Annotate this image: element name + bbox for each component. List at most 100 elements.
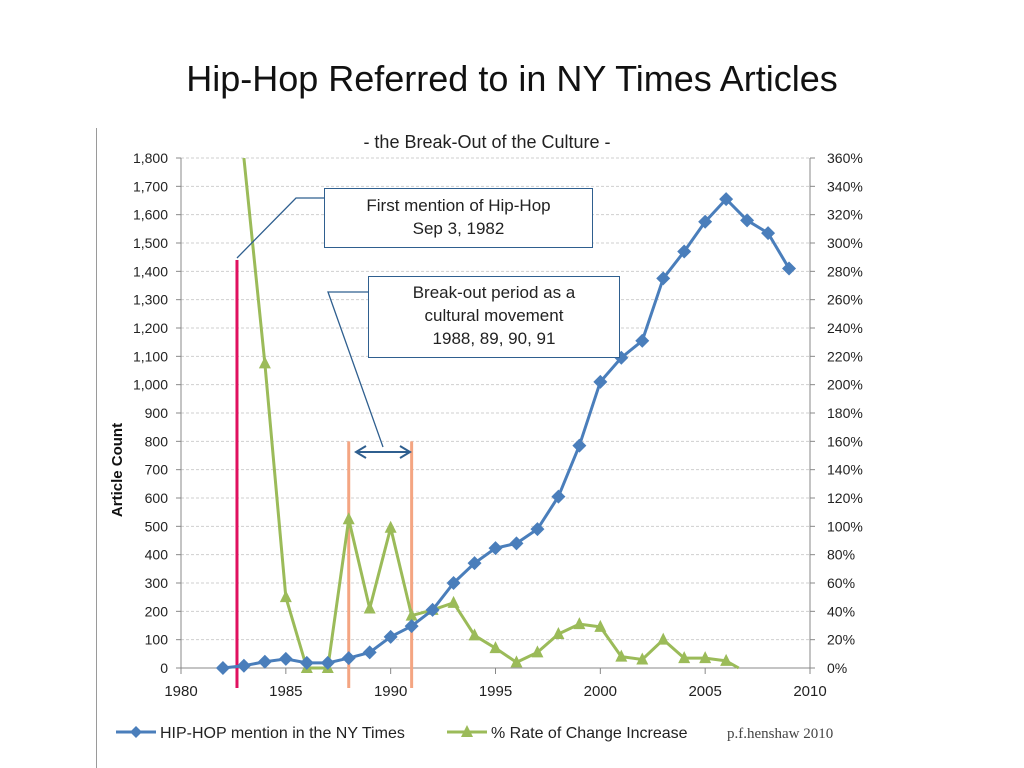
y2-tick-label: 100% <box>827 518 863 534</box>
chart-title: - the Break-Out of the Culture - <box>363 132 610 152</box>
y-tick-label: 800 <box>145 433 169 449</box>
mentions-point <box>383 629 398 644</box>
y-tick-label: 1,500 <box>133 235 168 251</box>
y2-tick-label: 40% <box>827 603 855 619</box>
rate-point <box>573 617 586 630</box>
y-tick-label: 200 <box>145 603 169 619</box>
rate-point <box>510 655 523 668</box>
first-mention-leader <box>236 197 326 259</box>
rate-point <box>363 601 376 614</box>
y-tick-label: 1,100 <box>133 348 168 364</box>
mentions-point <box>530 522 545 537</box>
annotation-line: cultural movement <box>424 306 564 325</box>
mentions-point <box>698 214 713 229</box>
y-tick-label: 1,600 <box>133 207 168 223</box>
rate-point <box>405 608 418 621</box>
mentions-point <box>425 602 440 617</box>
legend-green-label: % Rate of Change Increase <box>491 725 688 742</box>
rate-point <box>699 651 712 664</box>
y2-tick-label: 260% <box>827 292 863 308</box>
annotation-line: Sep 3, 1982 <box>412 219 505 238</box>
mentions-point <box>215 661 230 675</box>
y-axis-label: Article Count <box>109 423 126 517</box>
y-tick-label: 1,800 <box>133 150 168 166</box>
mentions-point <box>278 651 293 666</box>
rate-point <box>678 651 691 664</box>
y-tick-label: 1,700 <box>133 178 168 194</box>
y-tick-label: 500 <box>145 518 169 534</box>
rate-point <box>468 628 481 641</box>
rate-point <box>258 356 271 369</box>
rate-point <box>657 632 670 645</box>
y2-tick-label: 120% <box>827 490 863 506</box>
mentions-point <box>467 556 482 571</box>
slide-title: Hip-Hop Referred to in NY Times Articles <box>186 58 838 99</box>
y2-tick-label: 200% <box>827 377 863 393</box>
annotation-first-mention: First mention of Hip-Hop Sep 3, 1982 <box>324 188 593 248</box>
x-tick-label: 2005 <box>688 683 721 700</box>
mentions-point <box>740 213 755 228</box>
y-tick-label: 1,300 <box>133 292 168 308</box>
y-tick-label: 1,200 <box>133 320 168 336</box>
rate-point <box>531 645 544 658</box>
y-tick-label: 1,400 <box>133 263 168 279</box>
mentions-point <box>320 655 335 670</box>
annotation-line: Break-out period as a <box>412 283 576 302</box>
y2-tick-label: 320% <box>827 207 863 223</box>
mentions-line <box>222 197 791 670</box>
rate-point <box>384 520 397 533</box>
mentions-point <box>656 271 671 286</box>
x-tick-label: 1985 <box>269 683 302 700</box>
rate-point <box>720 653 733 666</box>
legend-blue-label: HIP-HOP mention in the NY Times <box>160 725 405 742</box>
mentions-point <box>782 261 797 276</box>
legend: HIP-HOP mention in the NY Times % Rate o… <box>116 725 688 742</box>
annotation-line: First mention of Hip-Hop <box>366 196 551 215</box>
axes: 0 100 200 300 400 500 600 700 800 900 1,000 1,100 1,… <box>133 150 863 700</box>
rate-point <box>279 590 292 603</box>
y-tick-label: 600 <box>145 490 169 506</box>
breakout-leader <box>327 291 384 448</box>
slide-divider <box>96 128 97 768</box>
mentions-point <box>635 333 650 348</box>
legend-blue-marker <box>130 726 142 738</box>
mentions-point <box>257 654 272 669</box>
x-tick-label: 2010 <box>793 683 826 700</box>
mentions-point <box>593 374 608 389</box>
period-markers <box>235 260 414 688</box>
y2-tick-label: 80% <box>827 547 855 563</box>
arrow-head-left <box>354 445 367 459</box>
mentions-point <box>446 576 461 590</box>
rate-point <box>447 595 460 608</box>
y-tick-label: 0 <box>160 660 168 676</box>
legend-green-marker <box>461 725 473 737</box>
mentions-point <box>341 651 356 666</box>
y-tick-label: 700 <box>145 462 169 478</box>
annotation-breakout-period: Break-out period as a cultural movement … <box>368 276 620 358</box>
arrow-head-right <box>399 445 412 459</box>
x-tick-label: 2000 <box>584 683 617 700</box>
rate-point <box>594 619 607 632</box>
y2-tick-label: 360% <box>827 150 863 166</box>
y2-tick-label: 300% <box>827 235 863 251</box>
y2-tick-label: 220% <box>827 348 863 364</box>
x-tick-label: 1995 <box>479 683 512 700</box>
y2-tick-label: 0% <box>827 660 847 676</box>
rate-point <box>342 512 355 525</box>
rate-point <box>552 627 565 639</box>
y2-tick-label: 180% <box>827 405 863 421</box>
mentions-point <box>299 655 314 670</box>
mentions-point <box>509 536 524 551</box>
y2-tick-label: 20% <box>827 632 855 648</box>
y2-tick-label: 160% <box>827 433 863 449</box>
x-tick-label: 1980 <box>164 683 197 700</box>
y-tick-label: 1,000 <box>133 377 168 393</box>
y-tick-label: 400 <box>145 547 169 563</box>
y-tick-label: 900 <box>145 405 169 421</box>
mentions-point <box>362 645 377 660</box>
rate-point <box>489 641 502 654</box>
mentions-point <box>236 658 251 673</box>
mentions-point <box>677 244 692 259</box>
callout-leaders <box>236 197 412 459</box>
